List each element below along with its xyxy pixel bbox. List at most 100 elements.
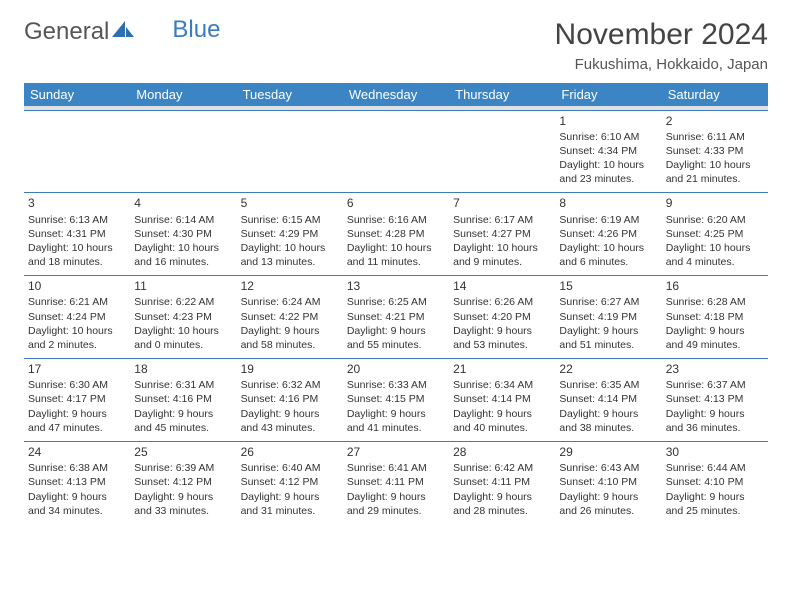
sunrise-line: Sunrise: 6:16 AM: [347, 213, 445, 227]
daylight-line: Daylight: 9 hours and 49 minutes.: [666, 324, 764, 352]
day-number: 23: [666, 361, 764, 377]
day-cell: 6Sunrise: 6:16 AMSunset: 4:28 PMDaylight…: [343, 193, 449, 276]
header: General Blue November 2024 Fukushima, Ho…: [24, 18, 768, 73]
sunset-line: Sunset: 4:22 PM: [241, 310, 339, 324]
calendar-header-row: SundayMondayTuesdayWednesdayThursdayFrid…: [24, 83, 768, 106]
sunset-line: Sunset: 4:10 PM: [666, 475, 764, 489]
daylight-line: Daylight: 10 hours and 0 minutes.: [134, 324, 232, 352]
day-cell: 12Sunrise: 6:24 AMSunset: 4:22 PMDayligh…: [237, 276, 343, 359]
day-cell: 14Sunrise: 6:26 AMSunset: 4:20 PMDayligh…: [449, 276, 555, 359]
day-cell: 10Sunrise: 6:21 AMSunset: 4:24 PMDayligh…: [24, 276, 130, 359]
sunset-line: Sunset: 4:11 PM: [347, 475, 445, 489]
sunset-line: Sunset: 4:25 PM: [666, 227, 764, 241]
day-number: 15: [559, 278, 657, 294]
day-header-friday: Friday: [555, 83, 661, 106]
day-number: 19: [241, 361, 339, 377]
sunset-line: Sunset: 4:29 PM: [241, 227, 339, 241]
sunrise-line: Sunrise: 6:10 AM: [559, 130, 657, 144]
sunset-line: Sunset: 4:10 PM: [559, 475, 657, 489]
day-number: 18: [134, 361, 232, 377]
daylight-line: Daylight: 10 hours and 13 minutes.: [241, 241, 339, 269]
day-cell: 4 Sunrise: 6:14 AMSunset: 4:30 PMDaylight…: [130, 193, 236, 276]
sunset-line: Sunset: 4:12 PM: [241, 475, 339, 489]
day-cell: 8Sunrise: 6:19 AMSunset: 4:26 PMDaylight…: [555, 193, 661, 276]
sunrise-line: Sunrise: 6:37 AM: [666, 378, 764, 392]
day-cell: 20Sunrise: 6:33 AMSunset: 4:15 PMDayligh…: [343, 359, 449, 442]
day-number: 26: [241, 444, 339, 460]
day-cell: 26Sunrise: 6:40 AMSunset: 4:12 PMDayligh…: [237, 442, 343, 524]
sunset-line: Sunset: 4:24 PM: [28, 310, 126, 324]
logo-text-blue: Blue: [172, 16, 220, 44]
sunrise-line: Sunrise: 6:39 AM: [134, 461, 232, 475]
sunset-line: Sunset: 4:18 PM: [666, 310, 764, 324]
daylight-line: Daylight: 9 hours and 38 minutes.: [559, 407, 657, 435]
day-number: 13: [347, 278, 445, 294]
day-number: 20: [347, 361, 445, 377]
sunset-line: Sunset: 4:20 PM: [453, 310, 551, 324]
daylight-line: Daylight: 9 hours and 25 minutes.: [666, 490, 764, 518]
day-cell: 21Sunrise: 6:34 AMSunset: 4:14 PMDayligh…: [449, 359, 555, 442]
logo: General Blue: [24, 18, 220, 46]
day-cell: 24Sunrise: 6:38 AMSunset: 4:13 PMDayligh…: [24, 442, 130, 524]
sunrise-line: Sunrise: 6:22 AM: [134, 295, 232, 309]
day-cell: 1Sunrise: 6:10 AMSunset: 4:34 PMDaylight…: [555, 110, 661, 193]
daylight-line: Daylight: 10 hours and 16 minutes.: [134, 241, 232, 269]
daylight-line: Daylight: 9 hours and 26 minutes.: [559, 490, 657, 518]
sunrise-line: Sunrise: 6:19 AM: [559, 213, 657, 227]
day-cell: 11Sunrise: 6:22 AMSunset: 4:23 PMDayligh…: [130, 276, 236, 359]
sunset-line: Sunset: 4:30 PM: [134, 227, 232, 241]
sunrise-line: Sunrise: 6:21 AM: [28, 295, 126, 309]
sunrise-line: Sunrise: 6:11 AM: [666, 130, 764, 144]
day-number: 14: [453, 278, 551, 294]
daylight-line: Daylight: 9 hours and 53 minutes.: [453, 324, 551, 352]
sunset-line: Sunset: 4:27 PM: [453, 227, 551, 241]
daylight-line: Daylight: 10 hours and 18 minutes.: [28, 241, 126, 269]
empty-cell: [343, 110, 449, 193]
day-cell: 28Sunrise: 6:42 AMSunset: 4:11 PMDayligh…: [449, 442, 555, 524]
day-cell: 27Sunrise: 6:41 AMSunset: 4:11 PMDayligh…: [343, 442, 449, 524]
daylight-line: Daylight: 9 hours and 31 minutes.: [241, 490, 339, 518]
sunset-line: Sunset: 4:33 PM: [666, 144, 764, 158]
day-cell: 19Sunrise: 6:32 AMSunset: 4:16 PMDayligh…: [237, 359, 343, 442]
day-cell: 18Sunrise: 6:31 AMSunset: 4:16 PMDayligh…: [130, 359, 236, 442]
title-block: November 2024 Fukushima, Hokkaido, Japan: [555, 18, 768, 73]
day-number: 5: [241, 195, 339, 211]
daylight-line: Daylight: 9 hours and 43 minutes.: [241, 407, 339, 435]
sunset-line: Sunset: 4:16 PM: [134, 392, 232, 406]
sunrise-line: Sunrise: 6:14 AM: [134, 213, 232, 227]
week-row: 17Sunrise: 6:30 AMSunset: 4:17 PMDayligh…: [24, 359, 768, 442]
day-number: 3: [28, 195, 126, 211]
day-number: 2: [666, 113, 764, 129]
sunrise-line: Sunrise: 6:44 AM: [666, 461, 764, 475]
sunset-line: Sunset: 4:11 PM: [453, 475, 551, 489]
day-number: 29: [559, 444, 657, 460]
sunset-line: Sunset: 4:31 PM: [28, 227, 126, 241]
daylight-line: Daylight: 10 hours and 9 minutes.: [453, 241, 551, 269]
sunset-line: Sunset: 4:21 PM: [347, 310, 445, 324]
day-header-sunday: Sunday: [24, 83, 130, 106]
day-cell: 13Sunrise: 6:25 AMSunset: 4:21 PMDayligh…: [343, 276, 449, 359]
day-number: 30: [666, 444, 764, 460]
daylight-line: Daylight: 9 hours and 40 minutes.: [453, 407, 551, 435]
daylight-line: Daylight: 9 hours and 36 minutes.: [666, 407, 764, 435]
daylight-line: Daylight: 9 hours and 45 minutes.: [134, 407, 232, 435]
day-number: 6: [347, 195, 445, 211]
sunrise-line: Sunrise: 6:35 AM: [559, 378, 657, 392]
day-number: 4: [134, 195, 232, 211]
week-row: 10Sunrise: 6:21 AMSunset: 4:24 PMDayligh…: [24, 276, 768, 359]
day-number: 12: [241, 278, 339, 294]
sunset-line: Sunset: 4:14 PM: [559, 392, 657, 406]
day-header-wednesday: Wednesday: [343, 83, 449, 106]
sunrise-line: Sunrise: 6:32 AM: [241, 378, 339, 392]
sunrise-line: Sunrise: 6:17 AM: [453, 213, 551, 227]
sunset-line: Sunset: 4:19 PM: [559, 310, 657, 324]
day-number: 28: [453, 444, 551, 460]
sunset-line: Sunset: 4:12 PM: [134, 475, 232, 489]
day-number: 9: [666, 195, 764, 211]
day-number: 17: [28, 361, 126, 377]
day-cell: 2Sunrise: 6:11 AMSunset: 4:33 PMDaylight…: [662, 110, 768, 193]
logo-sail-icon: [112, 18, 134, 46]
sunset-line: Sunset: 4:26 PM: [559, 227, 657, 241]
sunrise-line: Sunrise: 6:41 AM: [347, 461, 445, 475]
day-header-monday: Monday: [130, 83, 236, 106]
